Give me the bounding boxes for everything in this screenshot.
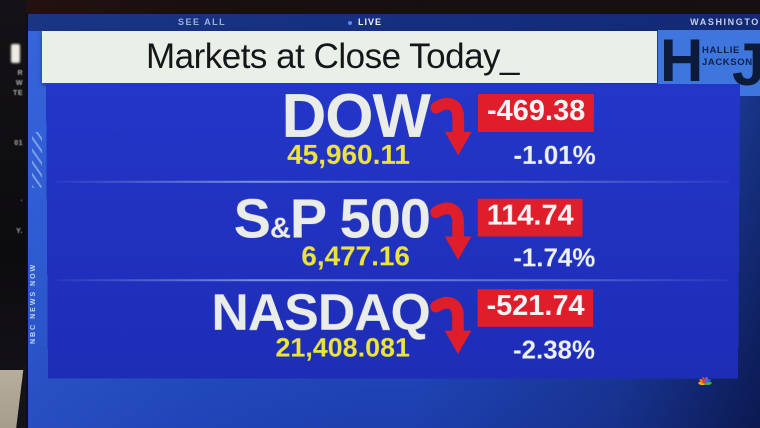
market-row-nasdaq: NASDAQ 21,408.081 -521.74 -2.38% (47, 281, 738, 378)
host-last-name: JACKSON (702, 57, 753, 68)
location-label: WASHINGTON (690, 17, 760, 27)
nbc-peacock-icon (698, 372, 712, 390)
studio-light-glare (11, 44, 20, 63)
headline-banner: Markets at Close Today_ (42, 31, 657, 83)
tv-screen: SEE ALL LIVE WASHINGTON Markets at Close… (26, 14, 760, 428)
index-change-value: -521.74 (477, 289, 594, 327)
down-arrow-icon (430, 90, 474, 171)
index-last-value: 21,408.081 (275, 332, 410, 363)
see-all-label: SEE ALL (178, 17, 227, 27)
index-name: NASDAQ (211, 284, 430, 342)
nbc-streak-mark-icon (32, 132, 42, 188)
index-change-value: 114.74 (477, 198, 583, 237)
live-dot-icon (348, 21, 352, 25)
ampersand: & (269, 212, 290, 245)
index-last-value: 45,960.11 (287, 138, 410, 170)
studio-monitor-text: Y. (16, 228, 23, 235)
studio-background-left: R W TE 01 . Y. (0, 0, 26, 428)
studio-monitor-text: TE (13, 90, 23, 97)
studio-monitor-text: 01 (14, 140, 23, 147)
down-arrow-icon (430, 289, 474, 369)
live-badge: LIVE (358, 17, 383, 27)
studio-monitor-text: . (20, 196, 23, 203)
index-change-percent: -1.01% (513, 139, 596, 170)
network-vertical-label: NBC NEWS NOW (30, 262, 37, 344)
broadcast-top-bar: SEE ALL LIVE WASHINGTON (28, 14, 760, 31)
host-name: HALLIE JACKSON (702, 45, 753, 69)
index-change-percent: -1.74% (513, 242, 596, 273)
index-name: S&P 500 (234, 187, 430, 250)
index-change-value: -469.38 (477, 93, 595, 132)
index-name-part: S (233, 186, 271, 250)
headline-title: Markets at Close Today_ (145, 37, 520, 76)
index-last-value: 6,477.16 (301, 240, 410, 272)
markets-panel: DOW 45,960.11 -469.38 -1.01% S&P 500 6,4… (46, 82, 740, 379)
studio-monitor-text: W (15, 80, 23, 87)
badge-letter-h: H (660, 27, 704, 94)
index-change-percent: -2.38% (512, 334, 596, 365)
studio-background-top (0, 0, 760, 14)
hallie-jackson-show-badge: H J HALLIE JACKSON (658, 27, 760, 98)
studio-monitor-text: R (17, 70, 23, 77)
market-row-dow: DOW 45,960.11 -469.38 -1.01% (46, 82, 740, 182)
down-arrow-icon (430, 195, 474, 276)
market-row-sp500: S&P 500 6,477.16 114.74 -1.74% (47, 183, 740, 280)
host-first-name: HALLIE (702, 45, 740, 56)
